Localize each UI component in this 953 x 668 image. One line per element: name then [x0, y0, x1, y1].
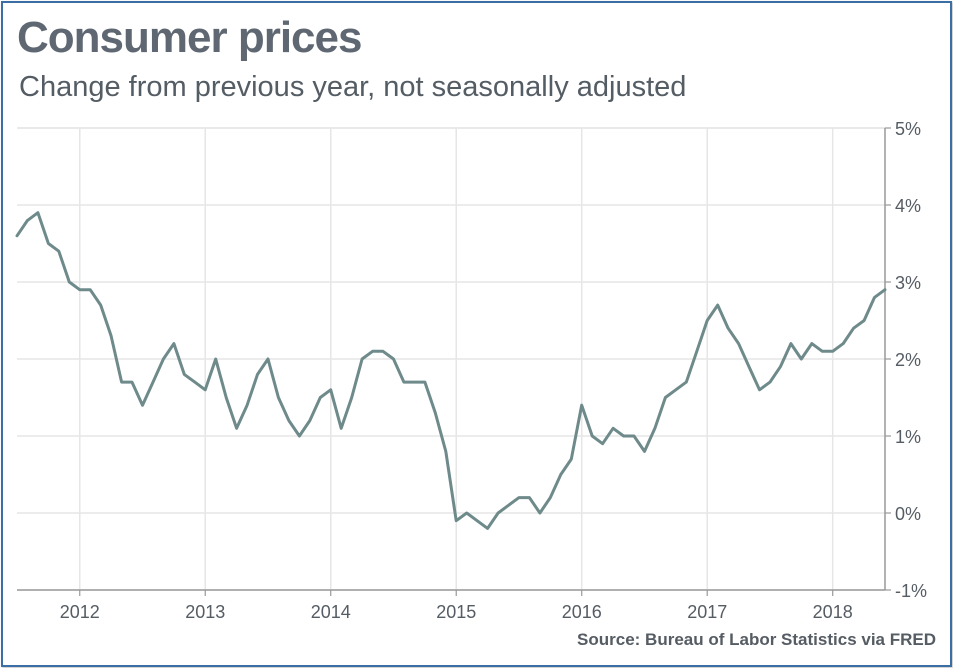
x-tick-label: 2017 [687, 602, 727, 622]
x-tick-label: 2013 [185, 602, 225, 622]
x-tick-label: 2016 [562, 602, 602, 622]
y-tick-label: 5% [895, 119, 921, 139]
y-axis: -1% 0% 1% 2% 3% 4% 5% [884, 119, 927, 601]
grid-lines [17, 127, 885, 591]
source-note: Source: Bureau of Labor Statistics via F… [577, 630, 936, 649]
series-line [15, 211, 887, 530]
y-tick-label: 0% [895, 504, 921, 524]
x-tick-label: 2015 [436, 602, 476, 622]
y-tick-label: 3% [895, 273, 921, 293]
x-tick-label: 2014 [311, 602, 351, 622]
x-axis: 2012 2013 2014 2015 2016 2017 2018 [17, 589, 885, 622]
y-tick-label: 1% [895, 427, 921, 447]
x-tick-label: 2018 [813, 602, 853, 622]
y-tick-label: 2% [895, 350, 921, 370]
chart-title: Consumer prices [17, 13, 362, 62]
x-tick-label: 2012 [60, 602, 100, 622]
chart-subtitle: Change from previous year, not seasonall… [19, 71, 687, 103]
y-tick-label: 4% [895, 196, 921, 216]
y-tick-label: -1% [895, 581, 927, 601]
